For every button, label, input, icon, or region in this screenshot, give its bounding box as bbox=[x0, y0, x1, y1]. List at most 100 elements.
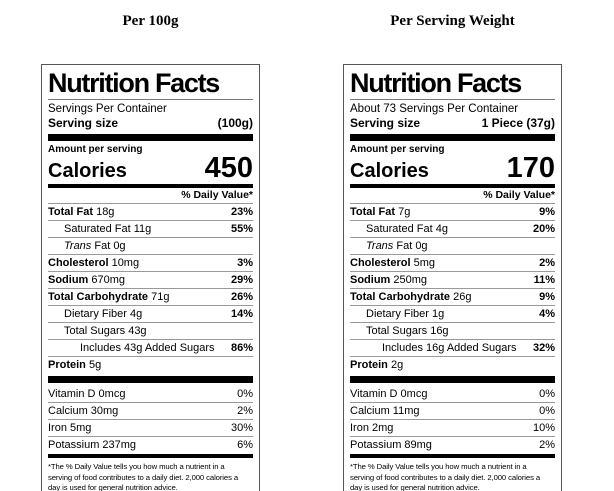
micronutrient-rows: Vitamin D 0mcg 0% Calcium 30mg 2% Iron 5mg 30… bbox=[48, 386, 253, 453]
serving-size-value: (100g) bbox=[217, 116, 253, 130]
nutrient-row: Protein 5g bbox=[48, 357, 253, 373]
nutrient-name: Iron 2mg bbox=[350, 421, 394, 434]
nutrient-name: Calcium 11mg bbox=[350, 404, 420, 417]
nutrient-name: Vitamin D 0mcg bbox=[48, 387, 126, 400]
nutrient-name: Protein 5g bbox=[48, 358, 102, 371]
calories-label: Calories bbox=[350, 160, 429, 182]
daily-value-percent: 9% bbox=[539, 290, 555, 303]
medium-divider-bar bbox=[48, 454, 253, 458]
nutrient-row: Includes 43g Added Sugars 86% bbox=[48, 340, 253, 357]
nutrient-row: Total Carbohydrate 26g 9% bbox=[350, 289, 555, 306]
nutrient-name: Total Carbohydrate 26g bbox=[350, 290, 472, 303]
nutrient-name: Trans Fat 0g bbox=[64, 239, 126, 252]
footnote-line: *The % Daily Value tells you how much a … bbox=[350, 462, 527, 471]
daily-value-percent: 23% bbox=[230, 205, 253, 218]
daily-value-percent: 0% bbox=[237, 387, 253, 400]
nutrient-name: Dietary Fiber 4g bbox=[64, 307, 143, 320]
nutrient-rows: Total Fat 7g 9% Saturated Fat 4g 20% Trans F… bbox=[350, 204, 555, 373]
nutrient-row: Iron 5mg 30% bbox=[48, 420, 253, 437]
nutrient-row: Saturated Fat 11g 55% bbox=[48, 221, 253, 238]
nutrition-facts-label: Nutrition Facts About 73 Servings Per Co… bbox=[343, 64, 562, 491]
serving-size-value: 1 Piece (37g) bbox=[481, 116, 555, 130]
nutrient-row: Protein 2g bbox=[350, 357, 555, 373]
daily-value-percent: 4% bbox=[539, 307, 555, 320]
thick-divider-bar bbox=[350, 376, 555, 383]
column-heading: Per Serving Weight bbox=[390, 13, 515, 29]
nutrient-row: Saturated Fat 4g 20% bbox=[350, 221, 555, 238]
nutrient-name: Iron 5mg bbox=[48, 421, 92, 434]
nutrient-row: Total Fat 18g 23% bbox=[48, 204, 253, 221]
serving-size-row: Serving size (100g) bbox=[48, 116, 253, 131]
nutrient-row: Iron 2mg 10% bbox=[350, 420, 555, 437]
daily-value-percent: 9% bbox=[539, 205, 555, 218]
daily-value-percent: 2% bbox=[237, 404, 253, 417]
daily-value-percent: 2% bbox=[539, 438, 555, 451]
daily-value-percent: 14% bbox=[230, 307, 253, 320]
nutrient-name: Trans Fat 0g bbox=[366, 239, 428, 252]
daily-value-percent: 86% bbox=[230, 341, 253, 354]
nutrient-row: Total Sugars 43g bbox=[48, 323, 253, 340]
nutrient-name: Total Fat 7g bbox=[350, 205, 411, 218]
nutrient-name: Cholesterol 10mg bbox=[48, 256, 140, 269]
column-heading: Per 100g bbox=[122, 13, 179, 29]
amount-per-serving: Amount per serving bbox=[350, 144, 445, 155]
nutrient-row: Calcium 11mg 0% bbox=[350, 403, 555, 420]
nutrient-row: Vitamin D 0mcg 0% bbox=[48, 386, 253, 403]
column-per-serving-weight: Per Serving Weight Nutrition Facts About… bbox=[343, 12, 562, 491]
footnote: *The % Daily Value tells you how much a … bbox=[48, 460, 253, 491]
calories-row: Calories 450 bbox=[48, 154, 253, 188]
daily-value-percent: 29% bbox=[230, 273, 253, 286]
serving-size-label: Serving size bbox=[350, 116, 421, 130]
nutrient-name: Saturated Fat 11g bbox=[64, 222, 152, 235]
nutrient-row: Cholesterol 5mg 2% bbox=[350, 255, 555, 272]
nutrient-name: Includes 16g Added Sugars bbox=[382, 341, 517, 354]
calories-row: Calories 170 bbox=[350, 152, 555, 188]
daily-value-percent: 2% bbox=[539, 256, 555, 269]
daily-value-percent: 0% bbox=[539, 387, 555, 400]
title-divider bbox=[350, 99, 555, 100]
daily-value-percent: 26% bbox=[230, 290, 253, 303]
nutrient-name: Saturated Fat 4g bbox=[366, 222, 448, 235]
daily-value-percent: 0% bbox=[539, 404, 555, 417]
nutrient-name: Calcium 30mg bbox=[48, 404, 119, 417]
footnote: *The % Daily Value tells you how much a … bbox=[350, 460, 555, 491]
nutrient-row: Calcium 30mg 2% bbox=[48, 403, 253, 420]
nutrient-row: Dietary Fiber 4g 14% bbox=[48, 306, 253, 323]
nutrient-name: Total Sugars 43g bbox=[64, 324, 147, 337]
daily-value-percent: 6% bbox=[237, 438, 253, 451]
nutrient-row: Dietary Fiber 1g 4% bbox=[350, 306, 555, 323]
nutrient-row: Trans Fat 0g bbox=[350, 238, 555, 255]
calories-label: Calories bbox=[48, 160, 127, 182]
nutrient-row: Potassium 89mg 2% bbox=[350, 437, 555, 453]
thick-divider-bar bbox=[48, 134, 253, 141]
nutrient-name: Cholesterol 5mg bbox=[350, 256, 435, 269]
label-title: Nutrition Facts bbox=[48, 68, 220, 98]
nutrient-row: Total Fat 7g 9% bbox=[350, 204, 555, 221]
amount-per-serving: Amount per serving bbox=[48, 144, 143, 155]
micronutrient-rows: Vitamin D 0mcg 0% Calcium 11mg 0% Iron 2mg 10… bbox=[350, 386, 555, 453]
daily-value-header: % Daily Value* bbox=[48, 188, 253, 204]
nutrient-row: Sodium 670mg 29% bbox=[48, 272, 253, 289]
footnote-line: *The % Daily Value tells you how much a … bbox=[48, 462, 225, 471]
daily-value-percent: 30% bbox=[230, 421, 253, 434]
daily-value-percent: 3% bbox=[237, 256, 253, 269]
column-per-100g: Per 100g Nutrition Facts Servings Per Co… bbox=[41, 12, 260, 491]
nutrient-row: Cholesterol 10mg 3% bbox=[48, 255, 253, 272]
nutrient-name: Includes 43g Added Sugars bbox=[80, 341, 215, 354]
calories-value: 170 bbox=[506, 152, 555, 184]
servings-per-container: Servings Per Container bbox=[48, 103, 167, 115]
serving-size-row: Serving size 1 Piece (37g) bbox=[350, 116, 555, 131]
serving-size-label: Serving size bbox=[48, 116, 119, 130]
nutrient-row: Total Carbohydrate 71g 26% bbox=[48, 289, 253, 306]
nutrient-name: Potassium 237mg bbox=[48, 438, 137, 451]
daily-value-percent: 20% bbox=[532, 222, 555, 235]
daily-value-percent: 10% bbox=[532, 421, 555, 434]
daily-value-percent: 11% bbox=[533, 273, 555, 286]
daily-value-percent: 55% bbox=[230, 222, 253, 235]
medium-divider-bar bbox=[350, 454, 555, 458]
nutrient-name: Protein 2g bbox=[350, 358, 404, 371]
nutrient-name: Total Fat 18g bbox=[48, 205, 115, 218]
thick-divider-bar bbox=[350, 134, 555, 141]
nutrition-facts-label: Nutrition Facts Servings Per Container S… bbox=[41, 64, 260, 491]
